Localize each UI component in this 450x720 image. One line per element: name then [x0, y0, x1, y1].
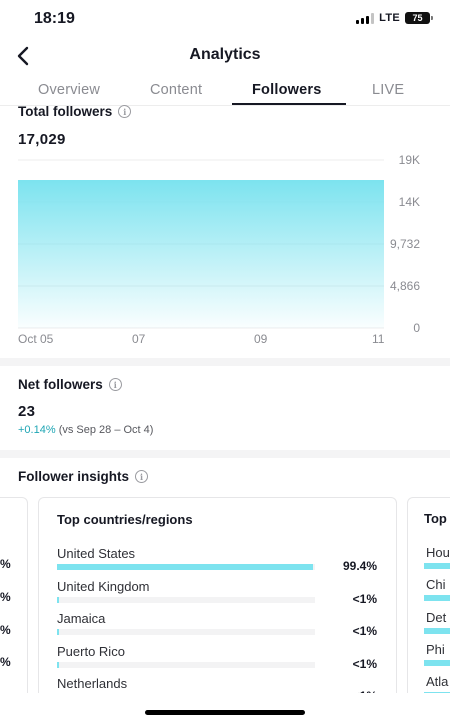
country-name: Jamaica	[57, 611, 106, 626]
country-bar-track	[57, 596, 315, 603]
status-indicators: LTE 75	[356, 12, 433, 24]
left-card-pct: %	[0, 655, 11, 669]
country-percent: <1%	[352, 656, 377, 671]
tab-content[interactable]: Content	[150, 82, 203, 98]
country-bar-track	[57, 564, 315, 570]
total-followers-value: 17,029	[18, 131, 66, 148]
country-bar-fill	[57, 564, 313, 570]
tab-overview[interactable]: Overview	[38, 82, 101, 98]
network-label: LTE	[379, 12, 400, 24]
y-tick-label: 4,866	[390, 279, 420, 293]
country-row: Puerto Rico <1%	[57, 644, 387, 676]
signal-icon	[356, 12, 375, 24]
follower-insights-title: Follower insights	[18, 469, 130, 484]
right-card-item: Chi	[426, 577, 446, 592]
country-name: United States	[57, 546, 136, 561]
x-tick-label: 09	[254, 332, 268, 346]
country-percent: <1%	[352, 591, 377, 606]
left-card-pct: %	[0, 623, 11, 637]
right-card-bar	[424, 628, 450, 634]
right-card-bar	[424, 660, 450, 666]
country-name: Puerto Rico	[57, 643, 125, 659]
y-tick-label: 19K	[399, 153, 420, 167]
country-percent: <1%	[353, 689, 377, 693]
right-card-title: Top	[424, 511, 447, 526]
insight-card-left[interactable]	[0, 497, 28, 693]
info-icon[interactable]: i	[135, 470, 149, 483]
top-countries-title: Top countries/regions	[57, 512, 193, 527]
status-bar: 18:19 LTE 75	[0, 0, 450, 40]
left-card-pct: %	[0, 557, 11, 571]
net-followers-title: Net followers	[18, 377, 103, 392]
left-card-pct: %	[0, 590, 11, 604]
y-tick-label: 0	[413, 321, 420, 335]
top-countries-card[interactable]: Top countries/regions United States 99.4%…	[38, 497, 397, 693]
x-tick-label: 07	[132, 332, 146, 346]
country-name: Netherlands	[57, 676, 128, 691]
right-card-item: Atla	[426, 674, 449, 689]
status-time: 18:19	[34, 10, 75, 27]
insights-carousel[interactable]: % % % % Top countries/regions United Sta…	[0, 497, 450, 693]
right-card-item: Hou	[426, 545, 450, 560]
follower-insights-heading: Follower insights i	[18, 469, 149, 484]
right-card-bar	[424, 692, 450, 693]
followers-chart: 19K 14K 9,732 4,866 0 Oct 05 07 09 11	[18, 153, 420, 346]
country-percent: <1%	[352, 624, 377, 638]
y-tick-label: 9,732	[390, 237, 420, 251]
right-card-bar	[424, 595, 450, 601]
tab-live[interactable]: LIVE	[372, 82, 405, 98]
total-followers-heading: Total followers i	[18, 104, 132, 119]
country-bar-track	[57, 661, 315, 668]
country-row: United Kingdom <1%	[57, 579, 387, 611]
country-bar-fill	[57, 629, 59, 635]
x-tick-label: Oct 05	[18, 332, 54, 346]
info-icon[interactable]: i	[118, 105, 132, 118]
tab-followers[interactable]: Followers	[252, 82, 322, 98]
section-divider	[0, 450, 450, 458]
y-tick-label: 14K	[399, 195, 420, 209]
net-change-percent: +0.14%	[18, 424, 56, 436]
net-followers-heading: Net followers i	[18, 377, 122, 392]
right-card-bar	[424, 563, 450, 569]
followers-area	[18, 181, 384, 328]
battery-icon: 75	[405, 12, 433, 24]
net-followers-change: +0.14% (vs Sep 28 – Oct 4)	[18, 424, 153, 436]
section-divider	[0, 358, 450, 366]
net-change-comparison: (vs Sep 28 – Oct 4)	[58, 424, 154, 436]
total-followers-title: Total followers	[18, 104, 113, 119]
country-name: United Kingdom	[57, 578, 150, 594]
right-card-item: Det	[426, 610, 447, 625]
country-row: Netherlands <1%	[57, 676, 387, 693]
active-tab-indicator	[232, 103, 346, 105]
right-card-item: Phi	[426, 642, 445, 657]
net-followers-value: 23	[18, 403, 36, 420]
insight-card-right[interactable]	[407, 497, 450, 693]
home-indicator	[145, 710, 305, 715]
country-row: Jamaica <1%	[57, 611, 387, 643]
x-tick-label: 11	[372, 332, 385, 346]
country-row: United States 99.4%	[57, 546, 387, 578]
tab-bar: Overview Content Followers LIVE	[0, 78, 450, 106]
country-bar-fill	[57, 661, 59, 668]
country-bar-fill	[57, 596, 59, 603]
country-bar-track	[57, 629, 315, 635]
battery-level: 75	[412, 13, 423, 23]
back-arrow-icon[interactable]	[14, 44, 34, 68]
country-percent: 99.4%	[342, 559, 377, 573]
page-title: Analytics	[189, 46, 261, 63]
info-icon[interactable]: i	[108, 378, 122, 391]
